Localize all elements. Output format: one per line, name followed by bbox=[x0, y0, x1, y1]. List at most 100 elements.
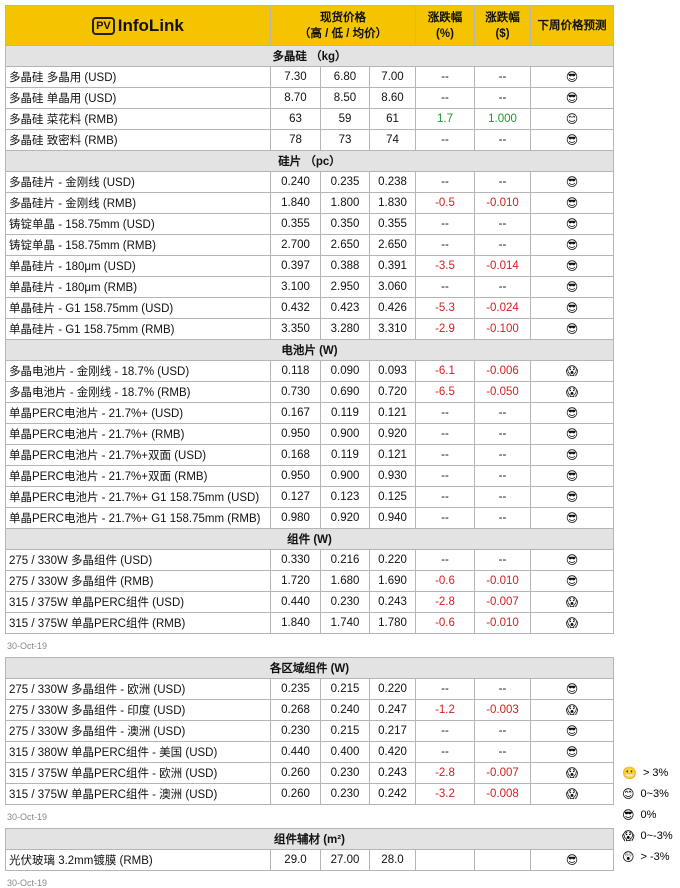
price-high: 0.330 bbox=[270, 549, 321, 571]
section-title: 硅片 （pc） bbox=[5, 150, 614, 172]
price-low: 0.900 bbox=[320, 465, 370, 487]
legend-item: 😊 0~3% bbox=[622, 787, 669, 801]
change-pct: -3.2 bbox=[415, 783, 475, 805]
forecast-icon: 😎 bbox=[530, 129, 614, 151]
change-pct: -- bbox=[415, 678, 475, 700]
change-pct: -- bbox=[415, 720, 475, 742]
logo-badge: PV bbox=[92, 16, 115, 35]
product-name: 275 / 330W 多晶组件 - 欧洲 (USD) bbox=[5, 678, 271, 700]
product-name: 多晶硅 致密料 (RMB) bbox=[5, 129, 271, 151]
change-pct-header: 涨跌幅 (%) bbox=[415, 5, 475, 46]
header-text: 现货价格 bbox=[320, 11, 366, 24]
legend-item: 😬 > 3% bbox=[622, 766, 668, 780]
price-avg: 0.355 bbox=[369, 213, 416, 235]
price-low: 0.230 bbox=[320, 591, 370, 613]
forecast-icon: 😱 bbox=[530, 762, 614, 784]
price-low: 0.350 bbox=[320, 213, 370, 235]
change-pct: -- bbox=[415, 549, 475, 571]
forecast-icon: 😎 bbox=[530, 444, 614, 466]
forecast-icon: 😎 bbox=[530, 66, 614, 88]
change-pct: -- bbox=[415, 276, 475, 298]
product-name: 315 / 375W 单晶PERC组件 - 澳洲 (USD) bbox=[5, 783, 271, 805]
change-usd: -- bbox=[474, 678, 531, 700]
product-name: 315 / 380W 单晶PERC组件 - 美国 (USD) bbox=[5, 741, 271, 763]
price-avg: 2.650 bbox=[369, 234, 416, 256]
change-pct: -- bbox=[415, 486, 475, 508]
price-avg: 74 bbox=[369, 129, 416, 151]
price-low: 3.280 bbox=[320, 318, 370, 340]
price-low: 1.680 bbox=[320, 570, 370, 592]
change-pct: -- bbox=[415, 234, 475, 256]
price-avg: 1.780 bbox=[369, 612, 416, 634]
change-usd: -- bbox=[474, 465, 531, 487]
price-low: 0.216 bbox=[320, 549, 370, 571]
legend-label: 0% bbox=[640, 809, 657, 821]
forecast-icon: 😎 bbox=[530, 402, 614, 424]
change-usd bbox=[474, 849, 531, 871]
price-avg: 0.720 bbox=[369, 381, 416, 403]
price-avg: 0.243 bbox=[369, 591, 416, 613]
price-avg: 8.60 bbox=[369, 87, 416, 109]
price-avg: 0.220 bbox=[369, 678, 416, 700]
product-name: 单晶硅片 - G1 158.75mm (USD) bbox=[5, 297, 271, 319]
product-name: 光伏玻璃 3.2mm镀膜 (RMB) bbox=[5, 849, 271, 871]
product-name: 单晶硅片 - 180μm (USD) bbox=[5, 255, 271, 277]
product-name: 275 / 330W 多晶组件 (RMB) bbox=[5, 570, 271, 592]
price-high: 0.127 bbox=[270, 486, 321, 508]
forecast-icon: 😎 bbox=[530, 276, 614, 298]
product-name: 单晶PERC电池片 - 21.7%+双面 (USD) bbox=[5, 444, 271, 466]
product-name: 275 / 330W 多晶组件 - 印度 (USD) bbox=[5, 699, 271, 721]
price-high: 0.730 bbox=[270, 381, 321, 403]
change-usd: -- bbox=[474, 549, 531, 571]
forecast-icon: 😱 bbox=[530, 591, 614, 613]
price-avg: 0.238 bbox=[369, 171, 416, 193]
change-pct: 1.7 bbox=[415, 108, 475, 130]
product-name: 单晶PERC电池片 - 21.7%+双面 (RMB) bbox=[5, 465, 271, 487]
price-low: 0.235 bbox=[320, 171, 370, 193]
forecast-icon: 😎 bbox=[530, 213, 614, 235]
price-avg: 28.0 bbox=[369, 849, 416, 871]
price-high: 3.100 bbox=[270, 276, 321, 298]
change-usd: -- bbox=[474, 423, 531, 445]
forecast-icon: 😎 bbox=[530, 171, 614, 193]
header-text: （高 / 低 / 均价） bbox=[298, 27, 388, 40]
price-avg: 1.690 bbox=[369, 570, 416, 592]
price-low: 0.230 bbox=[320, 783, 370, 805]
change-pct: -0.6 bbox=[415, 570, 475, 592]
legend-label: > -3% bbox=[640, 851, 670, 863]
price-high: 0.167 bbox=[270, 402, 321, 424]
product-name: 275 / 330W 多晶组件 - 澳洲 (USD) bbox=[5, 720, 271, 742]
price-low: 0.900 bbox=[320, 423, 370, 445]
forecast-icon: 😎 bbox=[530, 486, 614, 508]
change-usd: -- bbox=[474, 444, 531, 466]
change-usd: -0.010 bbox=[474, 192, 531, 214]
price-low: 0.090 bbox=[320, 360, 370, 382]
forecast-icon: 😎 bbox=[530, 849, 614, 871]
change-usd: -- bbox=[474, 402, 531, 424]
forecast-icon: 😱 bbox=[530, 360, 614, 382]
price-low: 8.50 bbox=[320, 87, 370, 109]
price-low: 1.800 bbox=[320, 192, 370, 214]
product-name: 铸锭单晶 - 158.75mm (USD) bbox=[5, 213, 271, 235]
price-high: 0.260 bbox=[270, 762, 321, 784]
price-low: 73 bbox=[320, 129, 370, 151]
price-low: 0.119 bbox=[320, 444, 370, 466]
price-avg: 0.920 bbox=[369, 423, 416, 445]
price-avg: 61 bbox=[369, 108, 416, 130]
change-pct: -- bbox=[415, 507, 475, 529]
price-high: 0.268 bbox=[270, 699, 321, 721]
header-text: 涨跌幅 bbox=[485, 11, 520, 24]
price-avg: 0.420 bbox=[369, 741, 416, 763]
forecast-icon: 😎 bbox=[530, 234, 614, 256]
change-pct: -- bbox=[415, 213, 475, 235]
price-high: 0.950 bbox=[270, 423, 321, 445]
change-usd: -- bbox=[474, 129, 531, 151]
price-low: 0.920 bbox=[320, 507, 370, 529]
forecast-icon: 😱 bbox=[530, 699, 614, 721]
change-usd: -- bbox=[474, 486, 531, 508]
product-name: 315 / 375W 单晶PERC组件 - 欧洲 (USD) bbox=[5, 762, 271, 784]
change-pct: -3.5 bbox=[415, 255, 475, 277]
change-pct: -- bbox=[415, 402, 475, 424]
logo-text: InfoLink bbox=[117, 15, 184, 35]
